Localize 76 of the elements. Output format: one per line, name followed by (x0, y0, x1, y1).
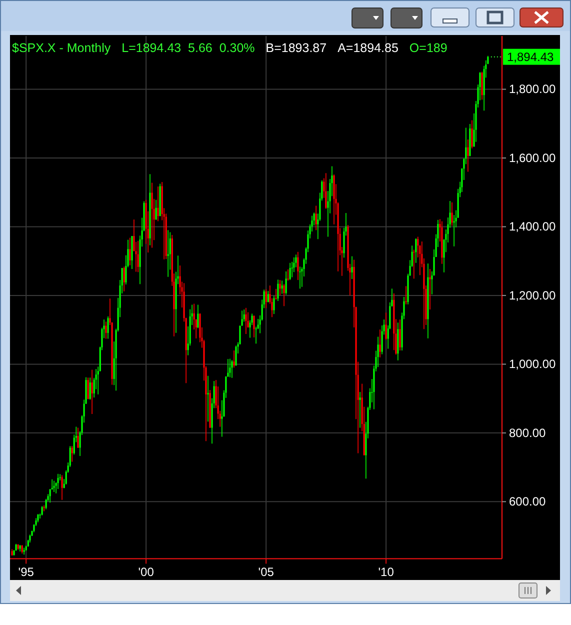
candlestick (265, 288, 267, 309)
candlestick (43, 505, 45, 512)
candlestick (467, 139, 469, 172)
candlestick (241, 310, 243, 326)
candlestick (151, 182, 153, 248)
candlestick (229, 358, 231, 378)
candlestick (53, 480, 55, 492)
y-tick-label: 1,400.00 (509, 220, 556, 234)
candlestick (107, 316, 109, 340)
candlestick (273, 295, 275, 314)
y-tick-label: 800.00 (509, 426, 546, 440)
candlestick (283, 284, 285, 307)
candlestick (325, 172, 327, 210)
candlestick (57, 473, 59, 490)
y-tick-label: 1,200.00 (509, 288, 556, 302)
candlestick (385, 312, 387, 340)
candlestick (429, 268, 431, 310)
candlestick (281, 280, 283, 294)
candlestick (167, 230, 169, 278)
candlestick (285, 271, 287, 296)
annotation: 1,894.43 (507, 50, 554, 64)
chart-subtitle: L=1894.43 5.66 0.30% (122, 41, 255, 55)
candlestick (233, 350, 235, 368)
candlestick (91, 369, 93, 414)
candlestick (291, 261, 293, 278)
candlestick (315, 205, 317, 231)
candlestick (359, 392, 361, 428)
candlestick (245, 307, 247, 334)
y-tick-label: 1,800.00 (509, 82, 556, 96)
candlestick (123, 266, 125, 292)
x-tick-label: '95 (18, 565, 34, 580)
annotation: A=1894.85 (338, 41, 398, 55)
candlestick (89, 377, 91, 400)
candlestick (105, 321, 107, 340)
candlestick (253, 315, 255, 338)
candlestick (295, 254, 297, 268)
x-tick-label: '00 (138, 565, 154, 580)
candlestick (41, 506, 43, 516)
y-tick-label: 1,000.00 (509, 357, 556, 372)
annotation: O=189 (409, 41, 448, 55)
y-tick-label: 600.00 (509, 494, 546, 508)
candlestick (481, 71, 483, 100)
chart-title: $SPX.X - Monthly (12, 41, 112, 55)
candlestick (197, 304, 199, 329)
y-tick-label: 1,600.00 (509, 150, 556, 165)
candlestick (399, 319, 401, 351)
candlestick (231, 360, 233, 378)
candlestick (137, 240, 139, 272)
candlestick (415, 238, 417, 264)
candlestick (279, 280, 281, 296)
candlestick (155, 200, 157, 220)
x-tick-label: '10 (378, 565, 394, 580)
candlestick (235, 345, 237, 366)
candlestick (377, 336, 379, 368)
candlestick (297, 251, 299, 280)
candlestick (129, 237, 131, 266)
x-tick-label: '05 (258, 565, 274, 580)
candlestick (351, 256, 353, 280)
candlestick (87, 377, 89, 400)
candlestick (465, 127, 467, 165)
candlestick (207, 375, 209, 422)
candlestick (289, 262, 291, 280)
candlestick (61, 474, 63, 500)
candlestick (77, 427, 79, 448)
candlestick (333, 174, 335, 225)
candlestick (71, 446, 73, 462)
candlestick (267, 290, 269, 303)
candlestick (379, 329, 381, 358)
candlestick (471, 120, 473, 149)
candlestick (451, 202, 453, 226)
annotation: B=1893.87 (266, 41, 327, 55)
candlestick (287, 268, 289, 282)
candlestick (275, 288, 277, 300)
candlestick (277, 279, 279, 302)
candlestick (157, 186, 159, 222)
candlestick (23, 547, 25, 555)
